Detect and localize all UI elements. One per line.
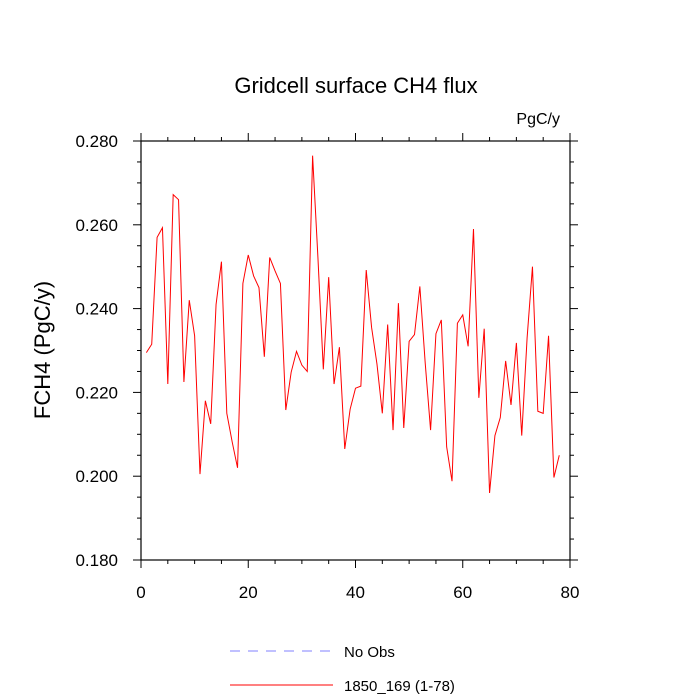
axis-ticks — [133, 133, 578, 568]
series-line — [145, 155, 560, 494]
legend-label: 1850_169 (1-78) — [344, 678, 455, 695]
series-layer — [145, 155, 560, 494]
units-label: PgC/y — [516, 111, 560, 128]
chart-title: Gridcell surface CH4 flux — [234, 73, 477, 98]
y-tick-label: 0.260 — [75, 216, 118, 235]
y-tick-label: 0.180 — [75, 551, 118, 570]
legend: No Obs 1850_169 (1-78) — [230, 644, 455, 695]
y-tick-label: 0.280 — [75, 132, 118, 151]
x-tick-label: 60 — [453, 583, 472, 602]
y-tick-label: 0.220 — [75, 383, 118, 402]
y-axis-label: FCH4 (PgC/y) — [30, 281, 55, 419]
x-tick-label: 20 — [239, 583, 258, 602]
plot-frame — [140, 140, 571, 561]
x-tick-label: 0 — [136, 583, 145, 602]
x-tick-label: 80 — [561, 583, 580, 602]
x-tick-label: 40 — [346, 583, 365, 602]
legend-label: No Obs — [344, 644, 395, 661]
y-tick-label: 0.240 — [75, 300, 118, 319]
axis-tick-labels: 0 20 40 60 80 0.180 0.200 0.220 0.240 0.260 0.280 — [75, 132, 579, 602]
y-tick-label: 0.200 — [75, 467, 118, 486]
